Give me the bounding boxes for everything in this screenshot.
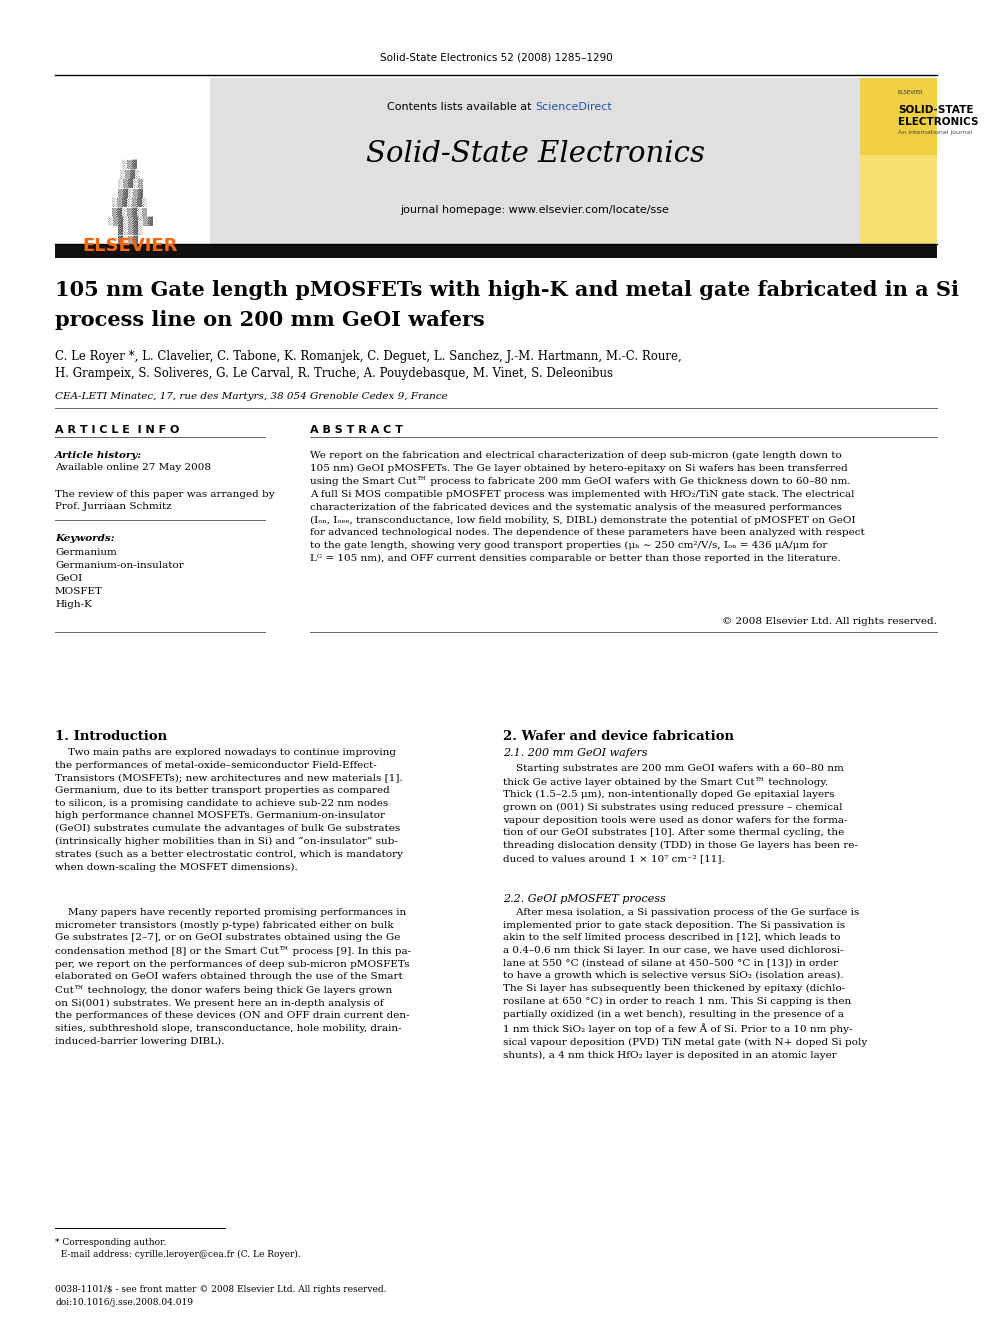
Text: SOLID-STATE
ELECTRONICS: SOLID-STATE ELECTRONICS (898, 105, 978, 127)
Text: CEA-LETI Minatec, 17, rue des Martyrs, 38 054 Grenoble Cedex 9, France: CEA-LETI Minatec, 17, rue des Martyrs, 3… (55, 392, 447, 401)
Text: MOSFET: MOSFET (55, 587, 103, 595)
Text: An international journal: An international journal (898, 130, 972, 135)
Text: Available online 27 May 2008: Available online 27 May 2008 (55, 463, 211, 472)
Text: Many papers have recently reported promising performances in
micrometer transist: Many papers have recently reported promi… (55, 908, 411, 1046)
Text: After mesa isolation, a Si passivation process of the Ge surface is
implemented : After mesa isolation, a Si passivation p… (503, 908, 867, 1060)
Text: 0038-1101/$ - see front matter © 2008 Elsevier Ltd. All rights reserved.: 0038-1101/$ - see front matter © 2008 El… (55, 1285, 387, 1294)
Text: 2. Wafer and device fabrication: 2. Wafer and device fabrication (503, 730, 734, 744)
Text: Starting substrates are 200 mm GeOI wafers with a 60–80 nm
thick Ge active layer: Starting substrates are 200 mm GeOI wafe… (503, 763, 858, 863)
Text: High-K: High-K (55, 601, 92, 609)
Text: Germanium: Germanium (55, 548, 117, 557)
Text: We report on the fabrication and electrical characterization of deep sub-micron : We report on the fabrication and electri… (310, 451, 865, 562)
Text: Contents lists available at: Contents lists available at (387, 102, 535, 112)
Text: process line on 200 mm GeOI wafers: process line on 200 mm GeOI wafers (55, 310, 485, 329)
Text: 2.2. GeOI pMOSFET process: 2.2. GeOI pMOSFET process (503, 894, 666, 904)
Bar (55, 78, 210, 245)
Text: Prof. Jurriaan Schmitz: Prof. Jurriaan Schmitz (55, 501, 172, 511)
Text: A R T I C L E  I N F O: A R T I C L E I N F O (55, 425, 180, 435)
Text: 2.1. 200 mm GeOI wafers: 2.1. 200 mm GeOI wafers (503, 747, 648, 758)
Text: The review of this paper was arranged by: The review of this paper was arranged by (55, 490, 275, 499)
Text: Germanium-on-insulator: Germanium-on-insulator (55, 561, 184, 570)
Bar (55, 243, 937, 258)
Text: ░▒▓
░▒▓░
░▒▓░▒
▒▓░▒▓
░▒▓░▒▓░
▒▓░▒▓░▒
░▒▓░▒▓░▒▓
  ▓░▒▓░  
  ▓░▒▓: ░▒▓ ░▒▓░ ░▒▓░▒ ▒▓░▒▓ ░▒▓░▒▓░ ▒▓░▒▓░▒ ░▒▓… (107, 160, 153, 245)
Text: C. Le Royer *, L. Clavelier, C. Tabone, K. Romanjek, C. Deguet, L. Sanchez, J.-M: C. Le Royer *, L. Clavelier, C. Tabone, … (55, 351, 682, 363)
Text: ELSEVIER: ELSEVIER (82, 237, 178, 255)
Text: 105 nm Gate length pMOSFETs with high-Κ and metal gate fabricated in a Si: 105 nm Gate length pMOSFETs with high-Κ … (55, 280, 959, 300)
Text: doi:10.1016/j.sse.2008.04.019: doi:10.1016/j.sse.2008.04.019 (55, 1298, 193, 1307)
Text: * Corresponding author.: * Corresponding author. (55, 1238, 167, 1248)
Text: ELSEVIER: ELSEVIER (898, 90, 924, 95)
Text: Solid-State Electronics: Solid-State Electronics (365, 140, 704, 168)
Text: A B S T R A C T: A B S T R A C T (310, 425, 403, 435)
Bar (860, 78, 937, 245)
Text: Two main paths are explored nowadays to continue improving
the performances of m: Two main paths are explored nowadays to … (55, 747, 403, 872)
Text: 1. Introduction: 1. Introduction (55, 730, 167, 744)
Text: © 2008 Elsevier Ltd. All rights reserved.: © 2008 Elsevier Ltd. All rights reserved… (722, 617, 937, 626)
Text: H. Grampeix, S. Soliveres, G. Le Carval, R. Truche, A. Pouydebasque, M. Vinet, S: H. Grampeix, S. Soliveres, G. Le Carval,… (55, 366, 613, 380)
Text: Keywords:: Keywords: (55, 534, 115, 542)
Text: GeOI: GeOI (55, 574, 82, 583)
Text: Solid-State Electronics 52 (2008) 1285–1290: Solid-State Electronics 52 (2008) 1285–1… (380, 52, 612, 62)
Bar (860, 78, 937, 155)
Text: journal homepage: www.elsevier.com/locate/sse: journal homepage: www.elsevier.com/locat… (401, 205, 670, 216)
Text: Article history:: Article history: (55, 451, 142, 460)
Text: E-mail address: cyrille.leroyer@cea.fr (C. Le Royer).: E-mail address: cyrille.leroyer@cea.fr (… (55, 1250, 301, 1259)
Text: ScienceDirect: ScienceDirect (535, 102, 612, 112)
Bar (210, 78, 860, 245)
